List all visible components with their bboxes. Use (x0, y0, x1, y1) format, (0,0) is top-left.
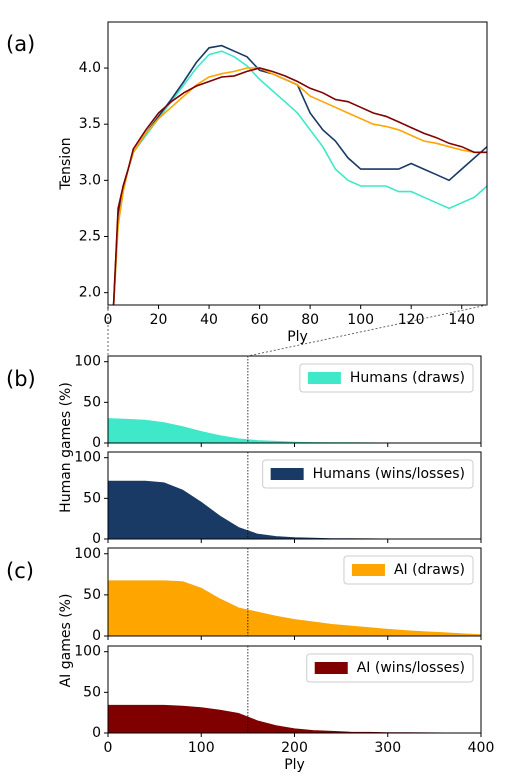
legend-swatch (314, 662, 348, 674)
area (108, 480, 481, 539)
axes-frame (107, 547, 482, 637)
y-tick-label: 100 (74, 354, 101, 370)
legend-swatch (351, 564, 385, 576)
panel-label: (b) (6, 367, 36, 391)
y-tick-label: 0 (92, 531, 101, 547)
legend-swatch (307, 372, 341, 384)
area (108, 580, 481, 636)
x-axis-label: Ply (287, 329, 308, 345)
x-tick-label: 100 (347, 312, 374, 328)
axes-frame (107, 21, 488, 306)
legend: AI (wins/losses) (306, 653, 474, 683)
y-tick-label: 50 (83, 587, 101, 603)
y-tick-label: 50 (83, 490, 101, 506)
x-tick-label: 300 (374, 740, 401, 756)
area (108, 418, 481, 443)
y-tick-label: 100 (74, 450, 101, 466)
x-tick-label: 20 (150, 312, 168, 328)
legend-box (262, 459, 474, 489)
plot-area (108, 580, 481, 636)
x-tick-label: 100 (188, 740, 215, 756)
y-tick-label: 50 (83, 684, 101, 700)
panel: 0 50 100 Humans (wins/losses) (74, 450, 482, 547)
x-tick-label: 0 (104, 740, 113, 756)
panel: 0 50 100 AI (draws) AI games (%) (c) (6, 546, 482, 688)
y-tick-label: 2.5 (79, 228, 101, 244)
line (112, 44, 487, 305)
y-axis-label: AI games (%) (58, 594, 74, 688)
legend-swatch (270, 468, 304, 480)
legend-box (299, 363, 474, 393)
y-tick-label: 0 (92, 435, 101, 451)
panel: 2.0 2.5 3.0 3.5 4.0 0 20 40 60 80 100 120 140 Ply Tens… (6, 21, 488, 345)
panel: 0 50 100 Humans (draws) Human games (%) (b) (6, 354, 482, 513)
y-axis-label: Human games (%) (58, 382, 74, 513)
y-tick-label: 50 (83, 394, 101, 410)
plot-area (108, 704, 481, 733)
legend: Humans (wins/losses) (262, 459, 474, 489)
line (112, 67, 487, 305)
y-tick-label: 0 (92, 628, 101, 644)
legend-label: Humans (draws) (350, 370, 465, 386)
zoom-connector (247, 304, 488, 357)
legend-label: AI (wins/losses) (357, 660, 465, 676)
axes-frame (107, 451, 482, 540)
legend-box (343, 555, 474, 585)
legend-label: Humans (wins/losses) (313, 466, 465, 482)
axes-frame (107, 355, 482, 444)
legend: AI (draws) (343, 555, 474, 585)
y-axis-label: Tension (58, 137, 74, 190)
x-tick-label: 80 (301, 312, 319, 328)
y-tick-label: 100 (74, 644, 101, 660)
legend: Humans (draws) (299, 363, 474, 393)
x-tick-label: 60 (251, 312, 269, 328)
panel-label: (c) (6, 559, 34, 583)
x-axis-label: Ply (284, 757, 305, 773)
line (112, 67, 487, 305)
panel-label: (a) (6, 32, 35, 56)
x-tick-label: 40 (200, 312, 218, 328)
y-tick-label: 4.0 (79, 60, 101, 76)
plot-area (108, 418, 481, 443)
y-tick-label: 3.5 (79, 116, 101, 132)
area (108, 704, 481, 733)
x-tick-label: 0 (104, 312, 113, 328)
axes-frame (107, 645, 482, 734)
x-tick-label: 400 (468, 740, 495, 756)
plot-area (112, 44, 487, 305)
legend-label: AI (draws) (394, 562, 465, 578)
x-tick-label: 120 (398, 312, 425, 328)
y-tick-label: 2.0 (79, 285, 101, 301)
panel: 0 50 100 0 100 200 300 400 AI (wins/losses) Ply (74, 644, 494, 773)
line (112, 50, 487, 305)
x-tick-label: 200 (281, 740, 308, 756)
y-tick-label: 3.0 (79, 172, 101, 188)
y-tick-label: 100 (74, 546, 101, 562)
x-tick-label: 140 (448, 312, 475, 328)
y-tick-label: 0 (92, 725, 101, 741)
legend-box (306, 653, 474, 683)
plot-area (108, 480, 481, 539)
